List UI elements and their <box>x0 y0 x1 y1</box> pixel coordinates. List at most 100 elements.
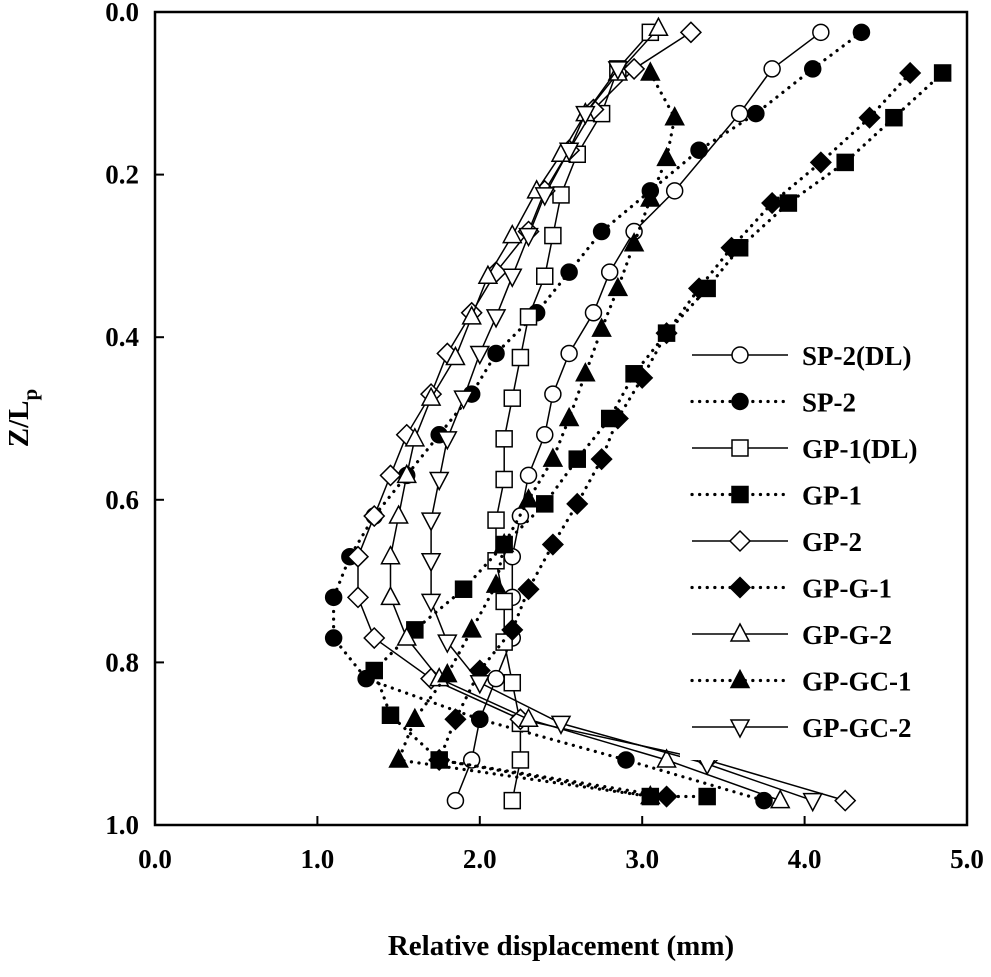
point-gp-1-14 <box>365 661 383 680</box>
point-sp-2-14 <box>324 588 343 607</box>
y-tick-label-5: 1.0 <box>105 810 139 840</box>
point-gp-gc-1-17 <box>640 784 661 805</box>
point-sp-2-dl-1 <box>763 60 781 78</box>
point-gp-g-2-11 <box>396 463 417 484</box>
point-gp-gc-2-0 <box>607 61 629 81</box>
point-gp-1-dl-9 <box>503 389 522 407</box>
point-gp-gc-1-7 <box>575 362 596 382</box>
point-gp-2-12 <box>363 504 386 528</box>
point-gp-gc-2-7 <box>469 345 491 366</box>
point-gp-g-2-19 <box>769 789 791 809</box>
legend-item-sp-2-dl: SP-2(DL) <box>692 341 912 371</box>
legend-marker-sp-2-dl <box>731 346 749 364</box>
legend-label-gp-2: GP-2 <box>802 527 862 557</box>
point-sp-2-dl-10 <box>519 466 538 485</box>
point-gp-2-15 <box>363 626 386 650</box>
point-sp-2-dl-18 <box>446 791 465 810</box>
point-gp-gc-2-12 <box>420 553 442 573</box>
point-gp-2-13 <box>346 545 370 568</box>
point-gp-1-dl-4 <box>552 186 570 204</box>
y-tick-label-0: 0.0 <box>105 0 139 27</box>
point-sp-2-dl-7 <box>560 344 578 363</box>
legend-item-gp-gc-2: GP-GC-2 <box>692 713 911 743</box>
point-gp-1-1 <box>885 108 903 127</box>
point-gp-g-1-4 <box>720 236 743 259</box>
point-gp-gc-1-11 <box>493 532 515 553</box>
point-gp-1-dl-18 <box>511 751 530 769</box>
y-tick-label-2: 0.4 <box>105 322 139 352</box>
point-gp-gc-2-16 <box>550 715 572 735</box>
point-gp-gc-1-14 <box>437 662 458 683</box>
point-gp-gc-2-9 <box>437 431 458 451</box>
point-sp-2-17 <box>471 710 489 729</box>
point-gp-g-2-12 <box>388 504 409 524</box>
series-layer <box>324 16 952 813</box>
point-sp-2-2 <box>747 104 765 123</box>
point-gp-g-1-2 <box>809 151 832 174</box>
point-sp-2-dl-3 <box>665 182 684 200</box>
point-gp-1-9 <box>568 450 586 468</box>
point-gp-1-dl-10 <box>495 430 513 448</box>
point-gp-gc-2-14 <box>437 634 458 654</box>
point-gp-1-dl-7 <box>519 308 538 326</box>
point-gp-gc-1-13 <box>461 618 482 638</box>
point-gp-1-dl-14 <box>495 592 513 611</box>
point-gp-g-1-5 <box>687 277 711 300</box>
legend-marker-gp-2 <box>728 529 752 553</box>
point-gp-gc-2-15 <box>469 674 491 695</box>
point-gp-g-1-15 <box>444 708 467 731</box>
legend-item-gp-g-2: GP-G-2 <box>692 620 892 650</box>
point-gp-1-dl-12 <box>487 511 505 529</box>
point-gp-g-2-7 <box>461 305 482 325</box>
point-gp-gc-1-1 <box>664 106 685 126</box>
point-gp-g-1-6 <box>655 322 678 345</box>
point-gp-gc-2-10 <box>428 471 450 492</box>
point-gp-gc-1-10 <box>518 488 539 508</box>
point-sp-2-dl-5 <box>600 263 619 281</box>
point-gp-1-dl-19 <box>503 791 522 810</box>
point-gp-gc-1-9 <box>542 447 564 467</box>
point-gp-gc-2-18 <box>802 792 823 813</box>
x-tick-label-4: 4.0 <box>788 844 822 874</box>
y-tick-label-1: 0.2 <box>105 160 139 190</box>
point-gp-g-2-17 <box>518 707 539 728</box>
point-sp-2-1 <box>803 60 822 78</box>
point-gp-gc-2-6 <box>485 309 507 329</box>
legend-marker-gp-gc-1 <box>729 668 751 689</box>
point-gp-gc-1-3 <box>640 187 661 207</box>
point-gp-1-dl-16 <box>503 673 522 692</box>
point-gp-g-2-6 <box>477 264 499 284</box>
point-gp-gc-1-15 <box>404 707 426 728</box>
legend-marker-sp-2 <box>731 392 749 411</box>
y-axis-title: Z/Lp <box>3 389 42 447</box>
point-gp-gc-2-5 <box>502 268 523 288</box>
series-gp-gc-2 <box>420 61 823 813</box>
point-gp-1-dl-5 <box>544 226 562 245</box>
point-sp-2-3 <box>690 141 708 159</box>
point-gp-2-1 <box>623 57 646 80</box>
axis-layer: 0.0 1.0 2.0 3.0 4.0 5.0 0.0 0.2 0.4 0.6 0.8 1.0 <box>105 0 984 874</box>
point-gp-g-1-12 <box>517 578 540 601</box>
plot-area-frame <box>153 10 969 827</box>
point-gp-gc-2-2 <box>558 142 580 162</box>
point-gp-gc-1-4 <box>623 232 645 252</box>
point-gp-g-2-5 <box>502 223 523 244</box>
legend-item-gp-gc-1: GP-GC-1 <box>690 667 911 697</box>
legend-label-gp-gc-2: GP-GC-2 <box>802 713 911 743</box>
x-axis-title: Relative displacement (mm) <box>388 930 734 962</box>
point-gp-gc-2-8 <box>453 390 474 410</box>
point-gp-1-0 <box>933 64 952 82</box>
point-gp-1-12 <box>454 580 473 598</box>
point-gp-gc-2-13 <box>420 593 442 614</box>
point-gp-g-1-7 <box>631 366 654 389</box>
legend: SP-2(DL) SP-2 GP-1(DL) GP-1 GP-2 GP-G-1 GP-G-2… <box>680 330 962 760</box>
point-sp-2-8 <box>487 344 505 363</box>
legend-label-sp-2-dl: SP-2(DL) <box>802 341 912 371</box>
point-gp-gc-2-1 <box>575 105 596 126</box>
point-sp-2-dl-15 <box>487 669 505 688</box>
point-gp-g-1-9 <box>590 448 613 471</box>
point-gp-g-2-0 <box>648 16 669 37</box>
point-sp-2-18 <box>617 751 635 769</box>
legend-marker-gp-g-2 <box>729 622 751 642</box>
